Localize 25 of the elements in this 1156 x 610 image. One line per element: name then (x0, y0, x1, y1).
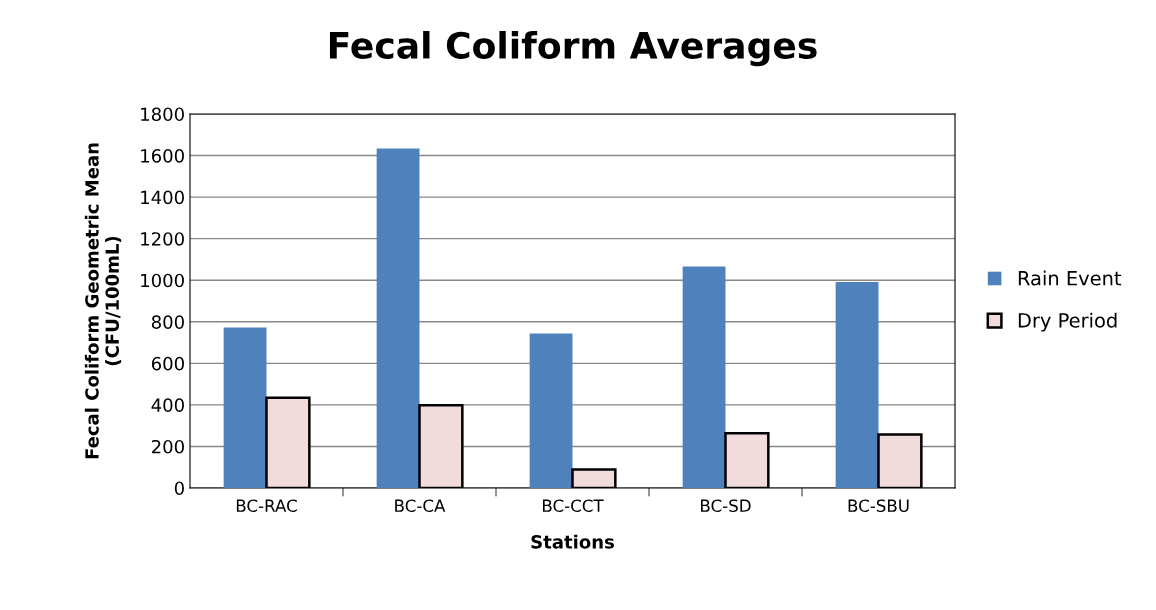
y-axis-title: Fecal Coliform Geometric Mean (CFU/100mL) (84, 143, 122, 459)
x-axis-title: Stations (531, 534, 614, 549)
y-tick-label: 800 (151, 315, 184, 329)
bar (682, 266, 726, 488)
x-tick-label: BC-SBU (848, 499, 909, 513)
bar (223, 327, 267, 488)
bar (376, 148, 420, 488)
legend-label: Rain Event (1018, 270, 1122, 286)
y-tick-label: 200 (152, 439, 184, 454)
bar (835, 282, 879, 488)
y-tick-label: 1800 (141, 107, 184, 122)
y-tick-label: 0 (174, 481, 184, 496)
x-tick-label: BC-SD (701, 499, 751, 513)
y-tick-label: 1400 (141, 190, 184, 205)
y-tick-label: 400 (151, 398, 184, 413)
y-tick-label: 1600 (141, 149, 184, 163)
x-tick-label: BC-RAC (236, 499, 297, 513)
y-tick-label: 1000 (141, 273, 184, 288)
legend-label: Dry Period (1018, 312, 1117, 332)
x-tick-label: BC-CCT (543, 499, 604, 513)
chart-title: Fecal Coliform Averages (329, 31, 817, 67)
bar (529, 333, 573, 488)
y-tick-label: 600 (151, 356, 184, 371)
y-tick-label: 1200 (141, 232, 184, 246)
x-tick-label: BC-CA (395, 499, 446, 513)
